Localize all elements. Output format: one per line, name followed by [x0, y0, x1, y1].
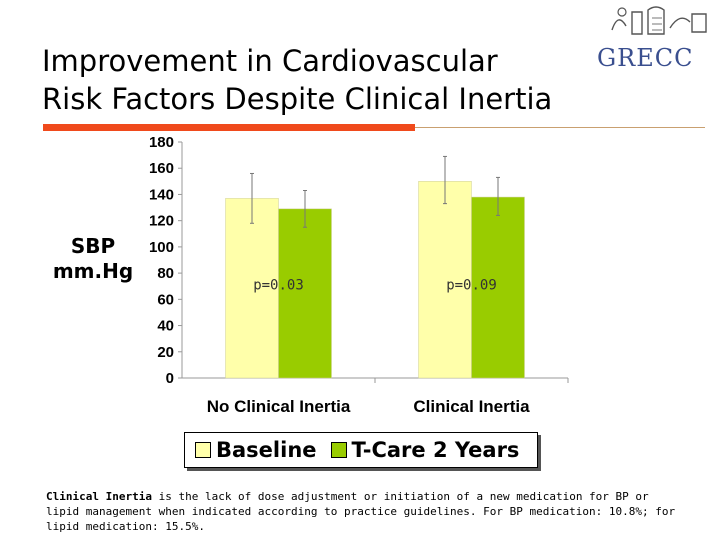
bar-tcare [471, 196, 525, 379]
y-tick-label: 0 [166, 370, 174, 387]
title-underline [43, 124, 415, 131]
logo-text: GRECC [597, 44, 694, 72]
legend-swatch-tcare [330, 442, 347, 458]
y-axis-label: SBP mm.Hg [48, 234, 138, 284]
y-axis-label-line2: mm.Hg [52, 259, 134, 283]
y-axis-label-line1: SBP [70, 234, 116, 258]
y-tick-label: 80 [157, 265, 174, 282]
legend-item-baseline: Baseline [185, 438, 317, 462]
legend-label-baseline: Baseline [216, 438, 317, 462]
footnote-term: Clinical Inertia [46, 490, 152, 503]
chart-legend: Baseline T-Care 2 Years [184, 432, 538, 468]
x-category-label: Clinical Inertia [413, 397, 530, 416]
footnote: Clinical Inertia is the lack of dose adj… [46, 489, 686, 534]
y-tick-label: 20 [157, 344, 174, 361]
p-value-annotation: p=0.03 [253, 278, 304, 294]
title-line-2: Risk Factors Despite Clinical Inertia [42, 82, 553, 116]
y-tick-label: 100 [149, 239, 174, 256]
y-tick-label: 140 [149, 186, 174, 203]
bar-chart: 0 20 40 60 80 100 120 140 160 180 No Clinical Iner… [149, 134, 569, 416]
y-tick-label: 40 [157, 318, 174, 335]
footnote-text: is the lack of dose adjustment or initia… [46, 490, 676, 533]
title-divider [415, 127, 705, 128]
title-line-1: Improvement in Cardiovascular [42, 44, 498, 78]
grecc-logo [600, 2, 712, 42]
legend-label-tcare: T-Care 2 Years [351, 438, 520, 462]
y-tick-label: 180 [149, 134, 174, 151]
bar-tcare [278, 208, 332, 379]
legend-swatch-baseline [195, 442, 211, 458]
y-tick-label: 120 [149, 213, 174, 230]
p-value-annotation: p=0.09 [446, 278, 497, 294]
legend-item-tcare: T-Care 2 Years [321, 438, 520, 462]
y-tick-label: 160 [149, 160, 174, 177]
slide-title: Improvement in Cardiovascular Risk Facto… [42, 42, 552, 118]
bar-baseline [418, 181, 472, 379]
y-tick-label: 60 [157, 291, 174, 308]
x-category-label: No Clinical Inertia [207, 397, 351, 416]
bar-baseline [225, 198, 279, 379]
